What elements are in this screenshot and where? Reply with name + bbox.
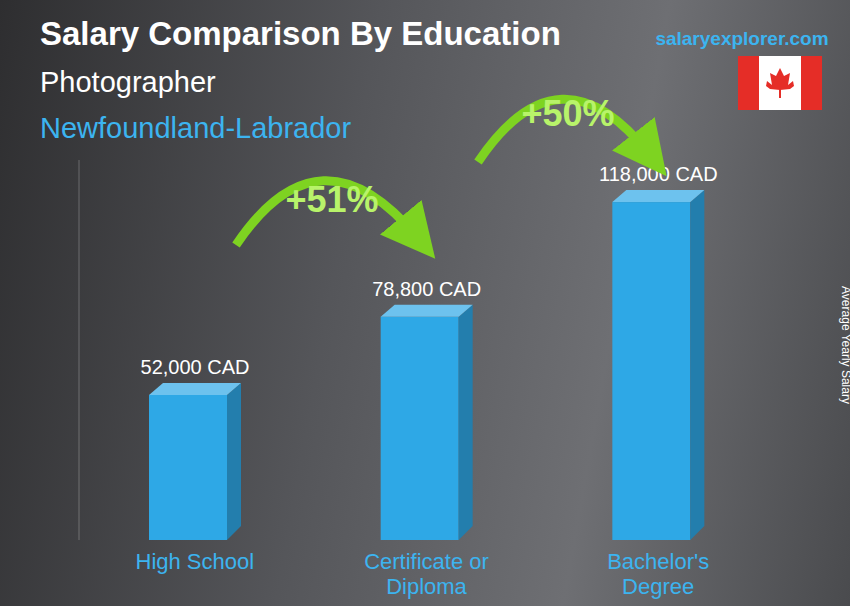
- svg-text:Bachelor'sDegree: Bachelor'sDegree: [607, 549, 709, 599]
- svg-text:52,000 CAD: 52,000 CAD: [141, 356, 250, 378]
- svg-text:78,800 CAD: 78,800 CAD: [372, 278, 481, 300]
- svg-text:+51%: +51%: [285, 179, 378, 220]
- svg-text:Salary Comparison By Education: Salary Comparison By Education: [40, 15, 561, 52]
- svg-text:Photographer: Photographer: [40, 66, 216, 98]
- svg-text:High School: High School: [136, 549, 255, 574]
- svg-text:salaryexplorer.com: salaryexplorer.com: [655, 28, 828, 49]
- svg-text:Average Yearly Salary: Average Yearly Salary: [839, 286, 842, 404]
- svg-text:Certificate orDiploma: Certificate orDiploma: [364, 549, 489, 599]
- svg-text:Newfoundland-Labrador: Newfoundland-Labrador: [40, 112, 351, 144]
- svg-text:+50%: +50%: [521, 93, 614, 134]
- svg-text:118,000 CAD: 118,000 CAD: [599, 163, 718, 185]
